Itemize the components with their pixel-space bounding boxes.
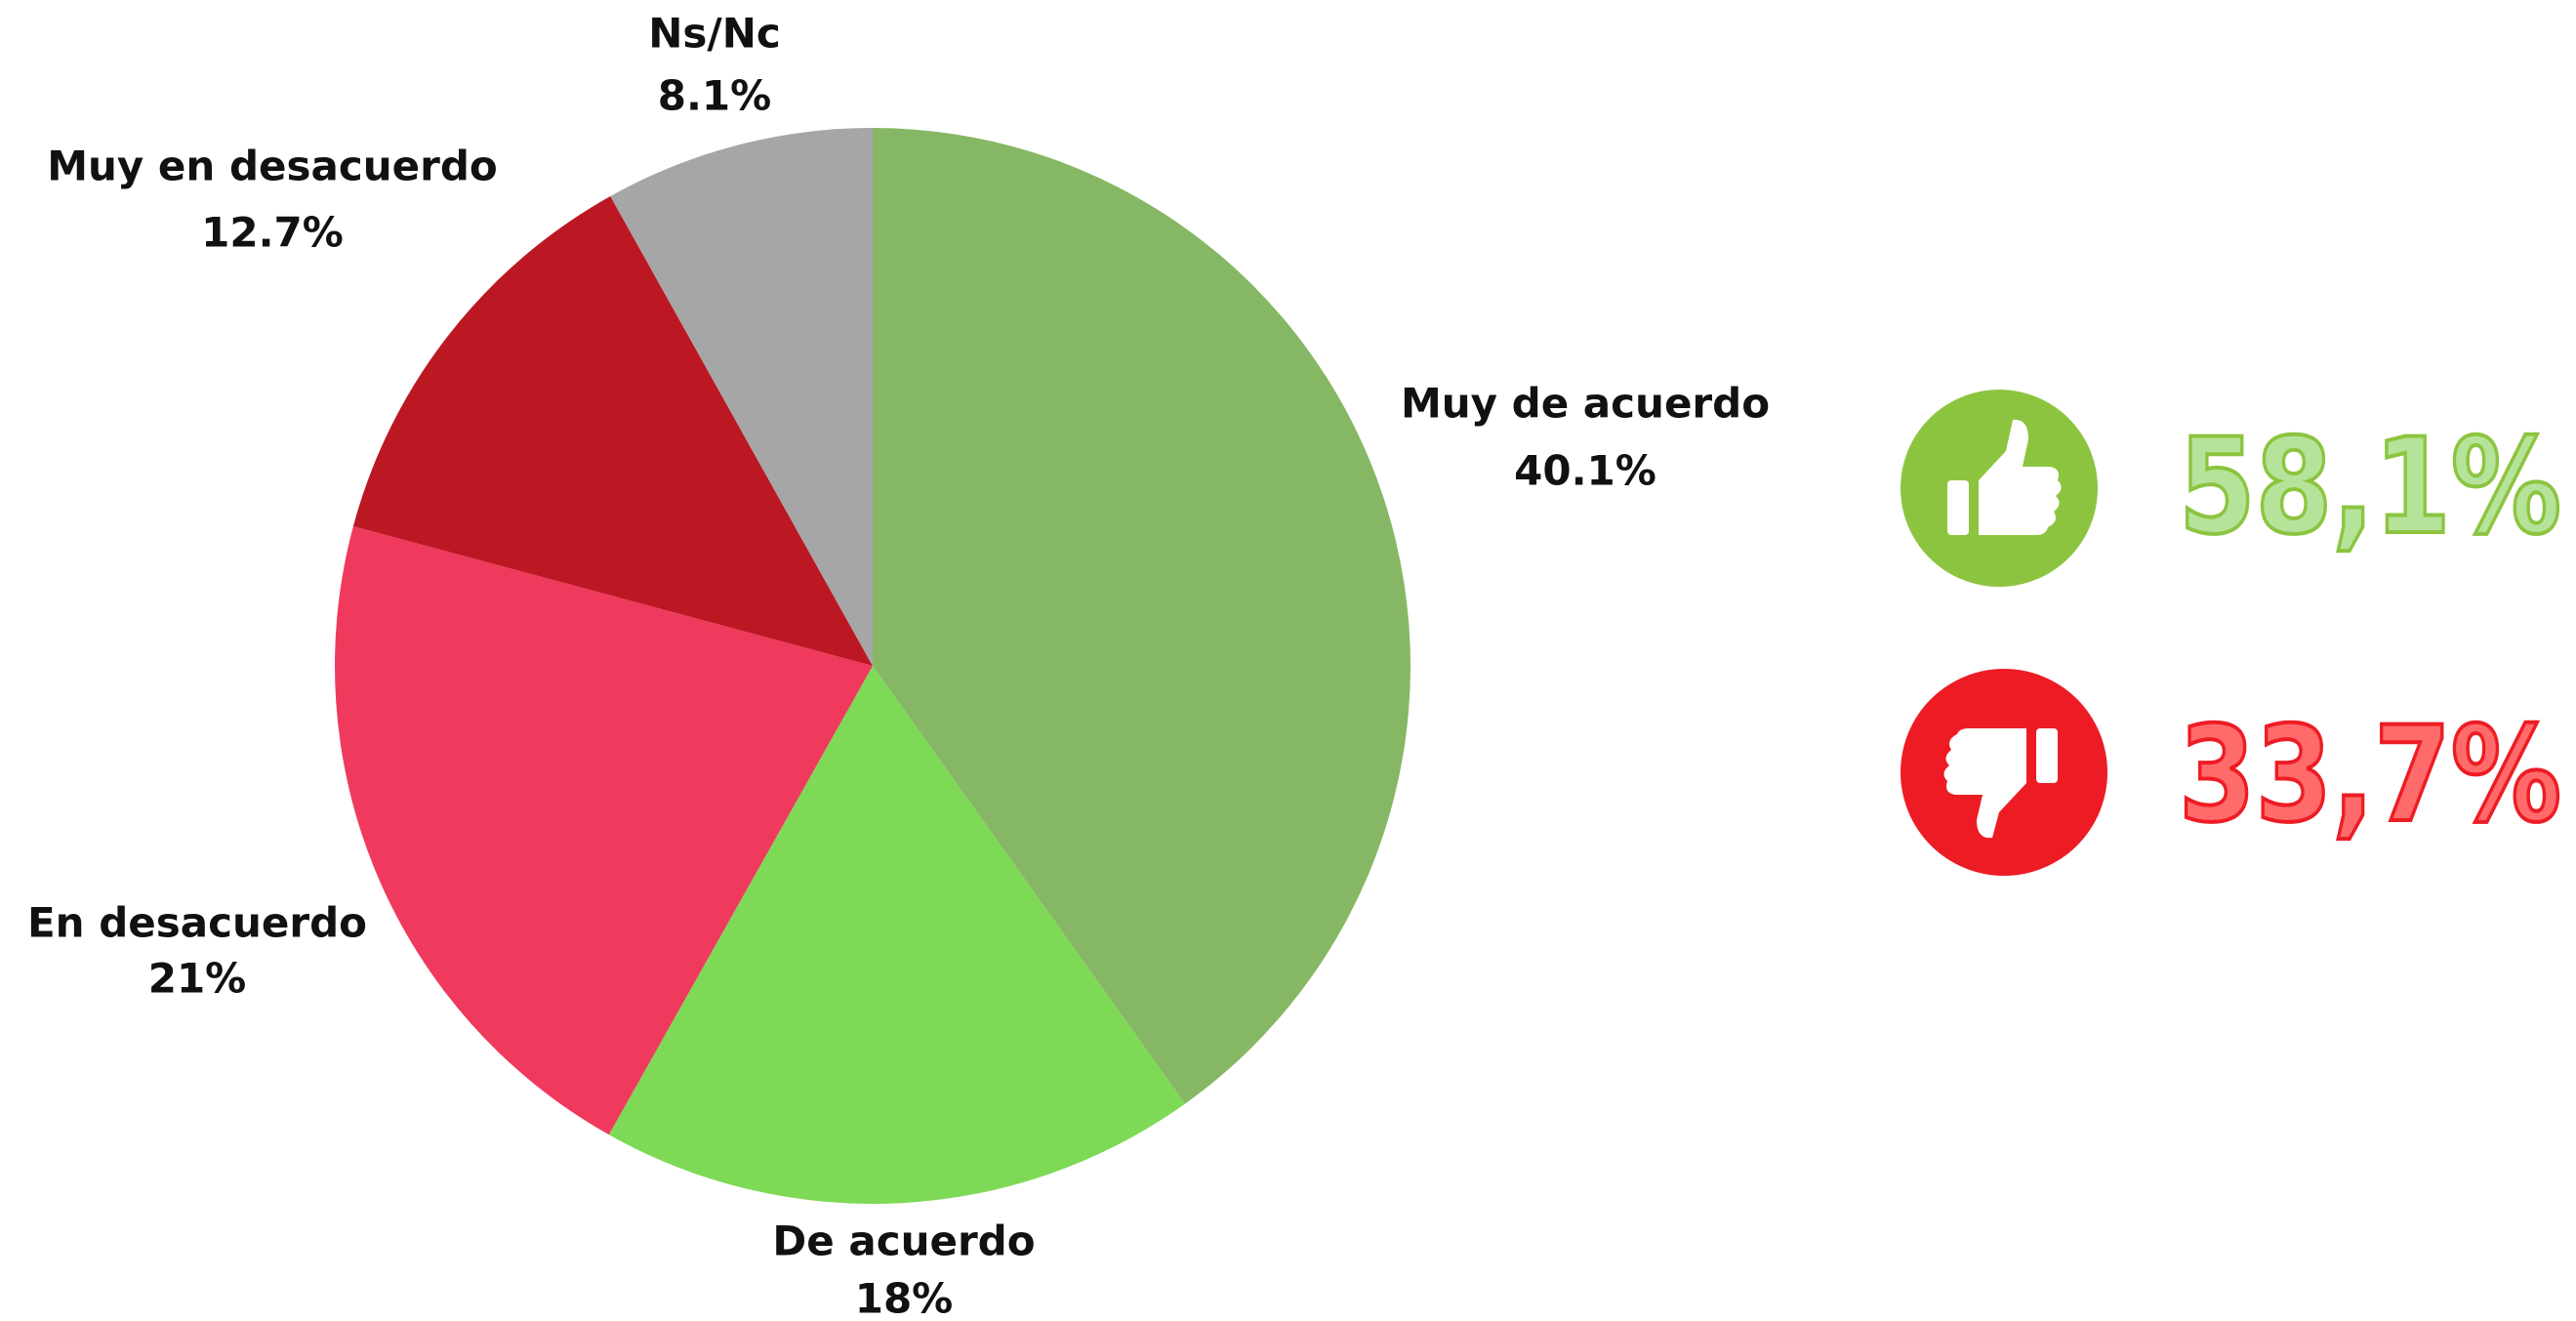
slice-label: De acuerdo bbox=[772, 1218, 1035, 1265]
slice-label: Muy de acuerdo bbox=[1401, 380, 1770, 428]
slice-label: En desacuerdo bbox=[27, 899, 367, 947]
pie-slice bbox=[352, 195, 873, 666]
slice-value: 8.1% bbox=[658, 72, 771, 120]
summary-percent: 33,7% bbox=[2179, 698, 2561, 851]
pie-slice bbox=[610, 128, 873, 666]
slice-label: Muy en desacuerdo bbox=[47, 143, 498, 190]
pie-slice bbox=[334, 525, 873, 1135]
slice-value: 21% bbox=[148, 955, 247, 1003]
pie-slice bbox=[608, 666, 1185, 1205]
pie-slice bbox=[873, 128, 1411, 1104]
slice-value: 12.7% bbox=[201, 209, 344, 257]
slice-value: 18% bbox=[855, 1275, 954, 1321]
thumbs-up-icon bbox=[1901, 390, 2098, 587]
slice-value: 40.1% bbox=[1514, 447, 1656, 495]
thumbs-down-icon bbox=[1901, 669, 2107, 876]
slice-label: Ns/Nc bbox=[648, 10, 781, 58]
summary-percent: 58,1% bbox=[2179, 410, 2561, 563]
